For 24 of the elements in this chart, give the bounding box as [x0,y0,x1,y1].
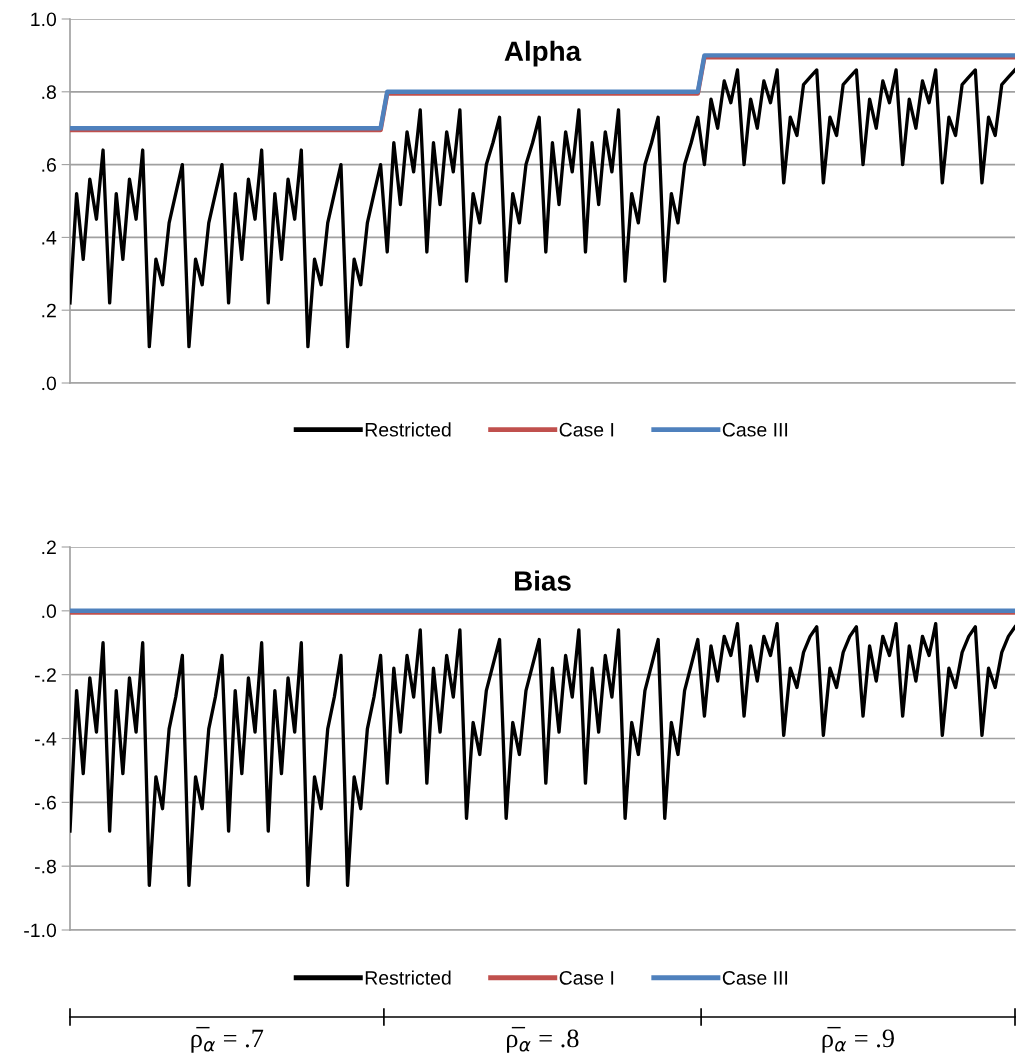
y-tick-label: -.6 [34,795,56,810]
y-tick-label: .6 [42,158,56,172]
text: ρ̅$_{α}$ = .7 [191,1026,264,1053]
y-tick-label: .8 [42,85,56,100]
y-tick-label: -.2 [34,668,56,682]
legend-label: Case III [722,970,788,985]
legend-label: Case I [559,970,614,985]
y-tick-label: .4 [42,231,57,245]
y-tick-label: 1.0 [31,12,57,27]
y-tick-label: -.4 [34,732,57,746]
legend-label: Case I [559,422,614,437]
legend-label: Restricted [365,970,451,985]
y-tick-label: .0 [42,604,57,619]
y-tick-label: -1.0 [24,923,57,938]
legend-label: Case III [722,422,788,437]
text: Alpha [504,40,582,67]
y-tick-label: .2 [42,540,56,555]
legend-label: Restricted [365,422,451,437]
text: ρ̅$_{α}$ = .9 [822,1026,894,1053]
y-tick-label: .2 [42,303,56,318]
y-tick-label: -.8 [34,859,56,874]
text: ρ̅$_{α}$ = .8 [506,1026,579,1053]
text: Bias [515,570,571,591]
y-tick-label: .0 [42,376,57,391]
